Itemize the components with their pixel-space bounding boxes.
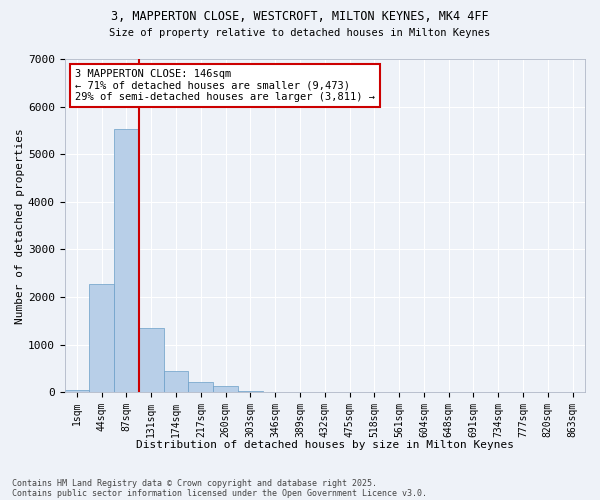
Text: Size of property relative to detached houses in Milton Keynes: Size of property relative to detached ho…	[109, 28, 491, 38]
Text: 3 MAPPERTON CLOSE: 146sqm
← 71% of detached houses are smaller (9,473)
29% of se: 3 MAPPERTON CLOSE: 146sqm ← 71% of detac…	[75, 69, 375, 102]
Bar	[114, 129, 139, 392]
Bar	[139, 328, 164, 392]
Bar	[188, 382, 213, 392]
Bar	[238, 391, 263, 392]
Bar	[65, 390, 89, 392]
Text: Contains HM Land Registry data © Crown copyright and database right 2025.: Contains HM Land Registry data © Crown c…	[12, 478, 377, 488]
Bar	[213, 386, 238, 392]
Y-axis label: Number of detached properties: Number of detached properties	[15, 128, 25, 324]
Text: Contains public sector information licensed under the Open Government Licence v3: Contains public sector information licen…	[12, 488, 427, 498]
X-axis label: Distribution of detached houses by size in Milton Keynes: Distribution of detached houses by size …	[136, 440, 514, 450]
Text: 3, MAPPERTON CLOSE, WESTCROFT, MILTON KEYNES, MK4 4FF: 3, MAPPERTON CLOSE, WESTCROFT, MILTON KE…	[111, 10, 489, 23]
Bar	[89, 284, 114, 392]
Bar	[164, 371, 188, 392]
